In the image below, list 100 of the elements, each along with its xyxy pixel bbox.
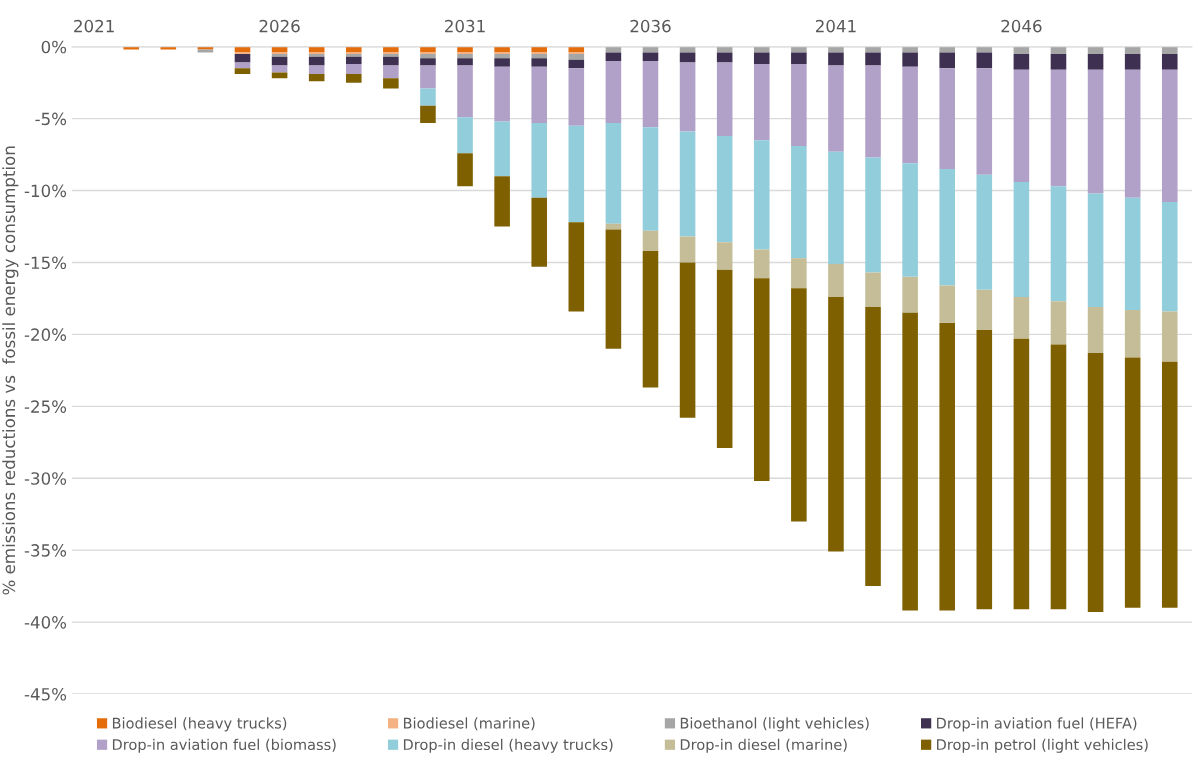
- bar: [531, 53, 548, 59]
- x-tick-label: 2041: [815, 19, 856, 33]
- bar: [1161, 202, 1178, 312]
- bar: [865, 307, 881, 587]
- bar: [1050, 186, 1067, 302]
- bar: [123, 46, 140, 50]
- bar: [716, 52, 733, 63]
- bar: [791, 288, 807, 522]
- bar: [420, 65, 436, 89]
- bar: [642, 52, 659, 62]
- bar: [457, 53, 473, 59]
- bar: [457, 153, 473, 187]
- bar: [753, 63, 770, 141]
- bar: [457, 117, 473, 154]
- bar: [753, 140, 770, 250]
- bar: [383, 56, 399, 66]
- y-tick-label: -40%: [24, 616, 67, 629]
- bar: [642, 127, 659, 231]
- bar: [308, 65, 325, 75]
- bar: [1087, 193, 1104, 308]
- bar: [753, 278, 770, 482]
- y-tick-label: -15%: [24, 256, 67, 270]
- bar: [902, 276, 918, 313]
- legend-label: Bioethanol (light vehicles): [680, 717, 869, 732]
- bar: [1050, 69, 1067, 187]
- bar: [271, 65, 288, 73]
- bar: [160, 46, 177, 50]
- bar: [494, 176, 510, 227]
- bar: [531, 66, 548, 123]
- legend-label: Biodiesel (marine): [403, 717, 535, 731]
- x-tick-label: 2021: [74, 19, 114, 33]
- bar: [1124, 357, 1141, 608]
- bar: [716, 62, 733, 136]
- bar: [642, 61, 659, 128]
- bar: [1124, 53, 1141, 70]
- bar: [716, 135, 733, 243]
- bar: [457, 58, 473, 66]
- bar: [1013, 69, 1030, 182]
- bar: [605, 52, 622, 62]
- legend-label: Drop-in petrol (light vehicles): [937, 738, 1148, 753]
- bar: [716, 242, 733, 270]
- x-tick-label: 2036: [630, 19, 671, 33]
- bar: [420, 105, 436, 123]
- bar: [939, 68, 955, 169]
- bar: [902, 163, 918, 277]
- y-tick-label: -20%: [24, 328, 67, 341]
- bar: [1050, 53, 1067, 70]
- bar: [1161, 361, 1178, 608]
- x-tick-label: 2031: [445, 19, 485, 33]
- bar: [1087, 46, 1104, 54]
- bar: [828, 52, 844, 66]
- bar: [976, 52, 993, 69]
- bar: [1124, 69, 1141, 198]
- bar: [271, 56, 288, 66]
- bar: [1161, 69, 1178, 203]
- legend-label: Drop-in diesel (heavy trucks): [403, 738, 613, 753]
- bar: [902, 312, 918, 611]
- bar: [716, 269, 733, 449]
- bar: [1161, 53, 1178, 70]
- bar: [828, 263, 844, 297]
- bar: [568, 53, 585, 60]
- y-tick-label: -25%: [24, 400, 67, 413]
- bar: [976, 174, 993, 290]
- bar: [679, 52, 696, 63]
- y-tick-label: -45%: [24, 687, 67, 701]
- bar: [383, 78, 399, 89]
- bar: [1161, 311, 1178, 362]
- legend-label: Drop-in aviation fuel (biomass): [112, 738, 336, 753]
- bar: [1013, 181, 1030, 297]
- bar: [939, 52, 955, 69]
- bar: [308, 74, 325, 82]
- bar: [791, 258, 807, 289]
- bar: [642, 250, 659, 388]
- bar: [1050, 46, 1067, 54]
- bar: [420, 88, 436, 106]
- bar: [753, 52, 770, 64]
- bar: [531, 122, 548, 198]
- bar: [828, 151, 844, 264]
- bar: [494, 58, 510, 67]
- bar: [1013, 53, 1030, 70]
- y-tick-label: -10%: [24, 184, 67, 198]
- bar: [345, 74, 362, 83]
- bar: [568, 125, 585, 223]
- bar: [865, 65, 881, 158]
- bar: [1050, 344, 1067, 610]
- bar: [939, 322, 955, 611]
- x-tick-label: 2046: [1001, 19, 1042, 33]
- bar: [568, 222, 585, 312]
- bar: [865, 52, 881, 66]
- y-tick-label: -5%: [35, 112, 67, 126]
- bar: [345, 63, 362, 75]
- bar: [1124, 309, 1141, 358]
- bar: [679, 262, 696, 418]
- legend-label: Biodiesel (heavy trucks): [112, 717, 287, 732]
- y-axis-title: % emissions reductions vs fossil energy consumption: [2, 146, 19, 595]
- bar: [939, 285, 955, 323]
- x-tick-label: 2026: [259, 19, 300, 33]
- bar: [902, 52, 918, 67]
- bar: [605, 122, 622, 224]
- bar: [1087, 307, 1104, 354]
